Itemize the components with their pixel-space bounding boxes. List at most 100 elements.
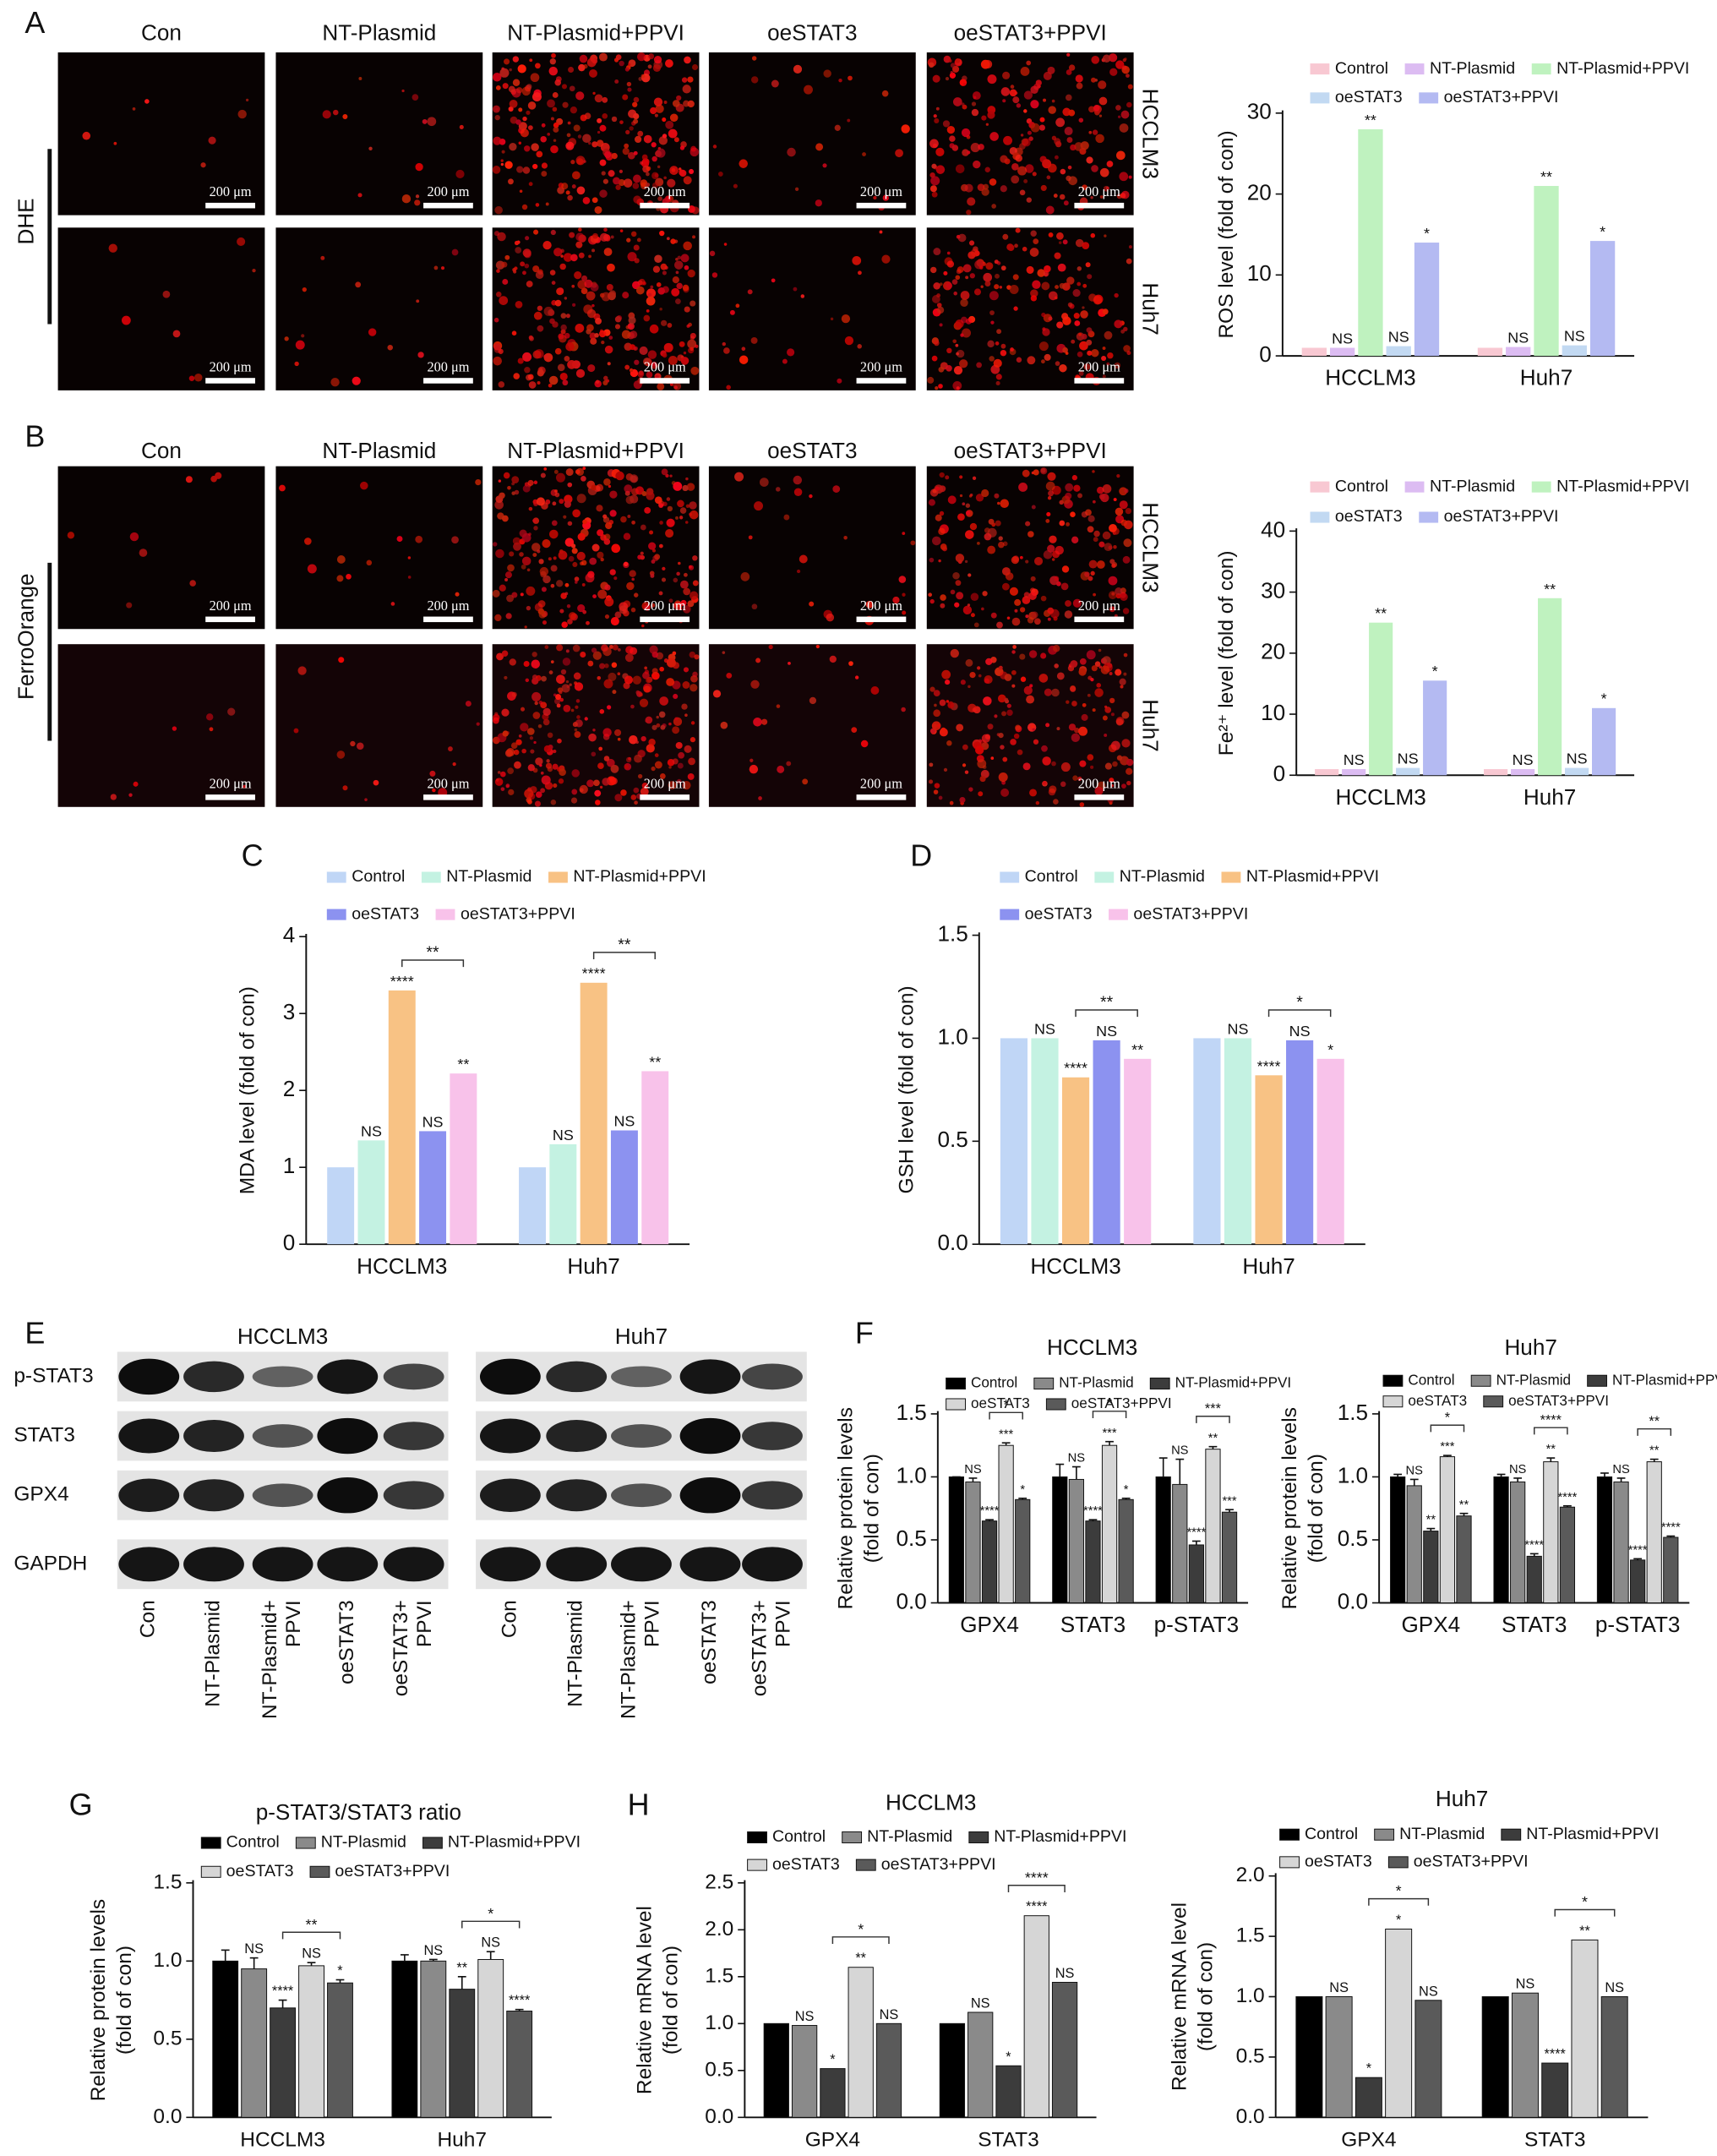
- cell-signal: [651, 724, 657, 730]
- cell-signal: [1030, 295, 1038, 302]
- cell-signal: [609, 510, 617, 517]
- cell-signal: [619, 120, 624, 124]
- cell-signal: [1054, 296, 1058, 300]
- cell-signal: [651, 156, 657, 162]
- cell-signal: [1091, 665, 1098, 672]
- cell-signal: [613, 576, 618, 581]
- significance-label: NS: [1516, 1977, 1535, 1992]
- cell-signal: [927, 376, 935, 384]
- cell-signal: [625, 495, 635, 505]
- cell-signal: [579, 784, 588, 794]
- cell-signal: [646, 296, 656, 306]
- cell-signal: [970, 143, 980, 153]
- bar: [995, 2065, 1022, 2118]
- cell-signal: [671, 287, 680, 297]
- cell-signal: [522, 484, 531, 493]
- cell-signal: [1051, 99, 1055, 103]
- cell-signal: [640, 159, 650, 168]
- cell-signal: [519, 189, 523, 194]
- cell-signal: [673, 577, 679, 583]
- cell-signal: [593, 779, 600, 787]
- cell-signal: [648, 53, 655, 60]
- cell-signal: [627, 324, 633, 329]
- cell-signal: [505, 613, 512, 620]
- cell-signal: [558, 287, 564, 294]
- cell-signal: [547, 99, 555, 108]
- cell-signal: [961, 102, 965, 106]
- cell-signal: [547, 132, 551, 136]
- cell-signal: [675, 741, 683, 750]
- legend-label: oeSTAT3: [1305, 1853, 1372, 1871]
- cell-signal: [956, 592, 964, 600]
- blot-band: [546, 1420, 608, 1453]
- cell-signal: [723, 243, 728, 246]
- cell-signal: [629, 126, 634, 131]
- cell-signal: [668, 598, 673, 603]
- cell-signal: [1044, 353, 1051, 361]
- cell-signal: [610, 235, 614, 239]
- cell-signal: [581, 275, 588, 281]
- scale-bar: [1074, 616, 1125, 623]
- cell-signal: [615, 54, 622, 61]
- cell-signal: [1025, 614, 1029, 619]
- cell-signal: [973, 622, 979, 628]
- cell-signal: [989, 291, 999, 301]
- cell-signal: [626, 581, 635, 591]
- cell-signal: [1092, 470, 1095, 473]
- cell-signal: [548, 670, 553, 675]
- cell-signal: [943, 270, 948, 276]
- cell-signal: [1070, 511, 1076, 517]
- cell-signal: [962, 82, 967, 86]
- cell-signal: [1085, 262, 1091, 268]
- cell-signal: [935, 514, 942, 521]
- cell-signal: [967, 197, 976, 206]
- cell-signal: [564, 356, 570, 362]
- cell-signal: [200, 162, 206, 168]
- cell-signal: [951, 279, 958, 285]
- panel-label: G: [69, 1788, 93, 1822]
- cell-signal: [987, 723, 994, 730]
- cell-signal: [1002, 71, 1011, 79]
- cell-signal: [1094, 688, 1104, 697]
- cell-signal: [946, 260, 955, 268]
- significance-label: ***: [1440, 1440, 1454, 1454]
- cell-signal: [663, 658, 669, 663]
- cell-signal: [1064, 610, 1073, 619]
- comparison-label: *: [1107, 1396, 1113, 1411]
- cell-signal: [984, 166, 990, 172]
- cell-signal: [555, 580, 564, 587]
- cell-signal: [527, 479, 534, 486]
- cell-signal: [407, 556, 412, 559]
- cell-signal: [1035, 79, 1042, 86]
- cell-signal: [550, 660, 554, 663]
- cell-signal: [526, 110, 531, 115]
- cell-signal: [1112, 761, 1118, 767]
- cell-signal: [1116, 755, 1123, 761]
- cell-signal: [495, 107, 499, 112]
- cell-signal: [1102, 347, 1106, 350]
- cell-signal: [1011, 669, 1017, 675]
- cell-signal: [1075, 238, 1084, 248]
- cell-signal: [1086, 650, 1096, 660]
- cell-signal: [998, 772, 1008, 783]
- cell-signal: [504, 578, 508, 581]
- cell-signal: [549, 270, 556, 276]
- cell-signal: [609, 490, 618, 499]
- cell-signal: [608, 336, 613, 340]
- cell-signal: [1047, 496, 1052, 500]
- cell-signal: [649, 645, 658, 654]
- cell-signal: [783, 514, 790, 521]
- cell-signal: [1106, 362, 1110, 366]
- cell-signal: [542, 241, 552, 250]
- cell-signal: [1104, 330, 1113, 340]
- bar: [506, 2011, 533, 2118]
- cell-signal: [528, 182, 533, 187]
- significance-label: *: [1600, 223, 1605, 240]
- cell-signal: [614, 324, 621, 330]
- cell-signal: [522, 270, 526, 276]
- cell-signal: [651, 142, 657, 148]
- bar: [549, 1143, 577, 1245]
- cell-signal: [504, 254, 510, 260]
- cell-signal: [609, 644, 613, 649]
- cell-signal: [962, 763, 967, 767]
